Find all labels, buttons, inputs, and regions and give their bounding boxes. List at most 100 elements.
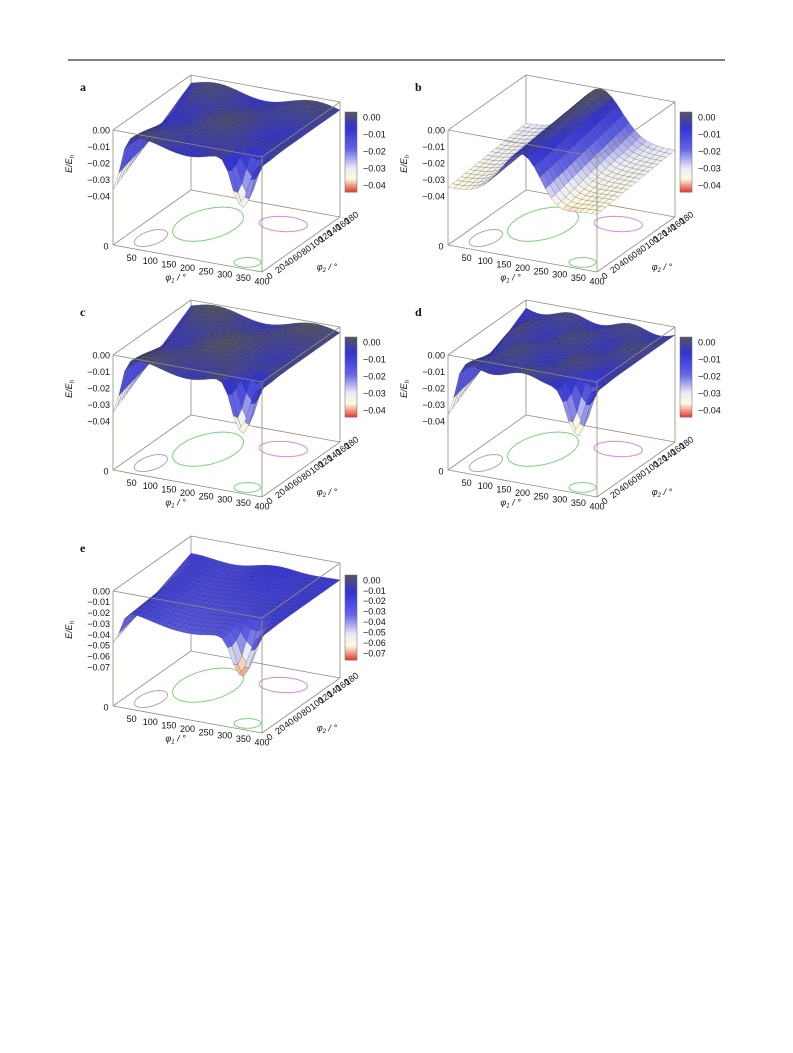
colorbar-tick-label: −0.03 (363, 388, 386, 398)
colorbar-cell (680, 351, 692, 354)
x-axis-label-part: 1 (171, 503, 174, 509)
box-edge (190, 650, 341, 679)
colorbar-cell (680, 142, 692, 145)
colorbar-cell (680, 190, 692, 193)
colorbar-cell (680, 405, 692, 408)
x-tick-label: 0 (103, 241, 108, 251)
colorbar-cell (680, 134, 692, 137)
colorbar-cell (345, 355, 357, 358)
colorbar-tick-label: −0.01 (698, 129, 721, 139)
colorbar-cell (345, 645, 357, 648)
y-tick-label: 20 (608, 261, 622, 275)
floor-contour (171, 431, 245, 467)
colorbar-tick-label: 0.00 (363, 337, 381, 347)
panel-label: b (415, 80, 422, 94)
box-edge (190, 74, 341, 103)
colorbar-cell (345, 587, 357, 591)
colorbar-cell (680, 112, 692, 115)
x-tick-label: 100 (143, 256, 158, 266)
x-axis-label: φ1 / ° (165, 273, 186, 284)
colorbar-cell (680, 341, 692, 344)
colorbar-frame (344, 111, 358, 193)
z-tick-label: −0.03 (87, 400, 110, 410)
z-tick-label: −0.03 (87, 619, 110, 629)
panel-label: a (80, 80, 86, 94)
colorbar-tick-label: −0.01 (363, 586, 386, 596)
colorbar-cell (345, 120, 357, 123)
y-axis-label-part: φ (317, 262, 323, 272)
colorbar-cell (680, 140, 692, 143)
colorbar-tick-label: −0.05 (363, 628, 386, 638)
floor-contour (468, 228, 504, 248)
colorbar-cell (345, 176, 357, 179)
colorbar-cell (345, 122, 357, 125)
colorbar-cell (345, 144, 357, 147)
colorbar-cell (345, 647, 357, 650)
colorbar-tick-label: 0.00 (698, 337, 716, 347)
colorbar-tick-label: −0.02 (698, 371, 721, 381)
colorbar-cell (680, 415, 692, 418)
z-axis-label-part: E/E (64, 382, 74, 398)
z-tick-label: 0.00 (427, 350, 445, 360)
colorbar-cell (680, 397, 692, 400)
x-axis-label-part: φ (165, 273, 171, 283)
floor-contour (506, 206, 580, 242)
colorbar-cell (345, 363, 357, 366)
colorbar-cell (345, 636, 357, 640)
box-edge (112, 244, 263, 273)
z-axis-label-part: h (70, 379, 76, 383)
x-axis-label-part: / ° (510, 273, 522, 283)
z-tick-label: −0.06 (87, 652, 110, 662)
colorbar-cell (345, 632, 357, 635)
colorbar-tick-label: −0.02 (363, 371, 386, 381)
colorbar-cell (345, 657, 357, 661)
y-tick-label: 80 (634, 468, 648, 482)
z-axis-label-part: E/E (64, 157, 74, 173)
y-tick-label: 0 (600, 270, 610, 281)
colorbar-cell (345, 365, 357, 368)
colorbar-cell (345, 649, 357, 652)
x-tick-label: 250 (534, 491, 549, 501)
colorbar-cell (680, 385, 692, 388)
colorbar-cell (345, 347, 357, 350)
box-edge (596, 441, 676, 498)
surface-facet (256, 633, 267, 640)
box-edge (447, 189, 527, 246)
colorbar-cell (345, 589, 357, 593)
colorbar-cell (345, 651, 357, 655)
colorbar-cell (680, 411, 692, 414)
colorbar-cell (680, 375, 692, 378)
x-axis-label-part: / ° (175, 734, 187, 744)
colorbar-cell (680, 401, 692, 404)
y-axis-label-part: / ° (661, 487, 673, 497)
x-tick-label: 300 (217, 731, 232, 741)
y-axis-label-part: / ° (326, 262, 338, 272)
floor-contour (133, 228, 169, 248)
colorbar-cell (680, 347, 692, 350)
floor-contour (593, 440, 643, 458)
x-tick-label: 50 (462, 253, 472, 263)
colorbar-tick-label: −0.02 (363, 596, 386, 606)
colorbar-cell (345, 339, 357, 342)
colorbar-cell (345, 130, 357, 133)
colorbar-cell (680, 389, 692, 392)
y-tick-label: 80 (299, 704, 313, 718)
colorbar-cell (680, 116, 692, 119)
colorbar-tick-label: −0.04 (363, 617, 386, 627)
colorbar-cell (680, 144, 692, 147)
colorbar-cell (680, 357, 692, 360)
x-axis-label-part: φ (500, 498, 506, 508)
z-axis-label-part: E/E (399, 157, 409, 173)
surface-facet (590, 209, 602, 215)
y-tick-label: 20 (273, 486, 287, 500)
z-tick-label: −0.03 (87, 175, 110, 185)
colorbar-cell (345, 375, 357, 378)
box-edge (261, 562, 341, 619)
box-edge (447, 354, 598, 383)
x-tick-label: 200 (515, 263, 530, 273)
y-axis-label-part: φ (317, 487, 323, 497)
x-tick-label: 100 (143, 481, 158, 491)
colorbar-cell (345, 128, 357, 131)
colorbar-cell (680, 152, 692, 155)
